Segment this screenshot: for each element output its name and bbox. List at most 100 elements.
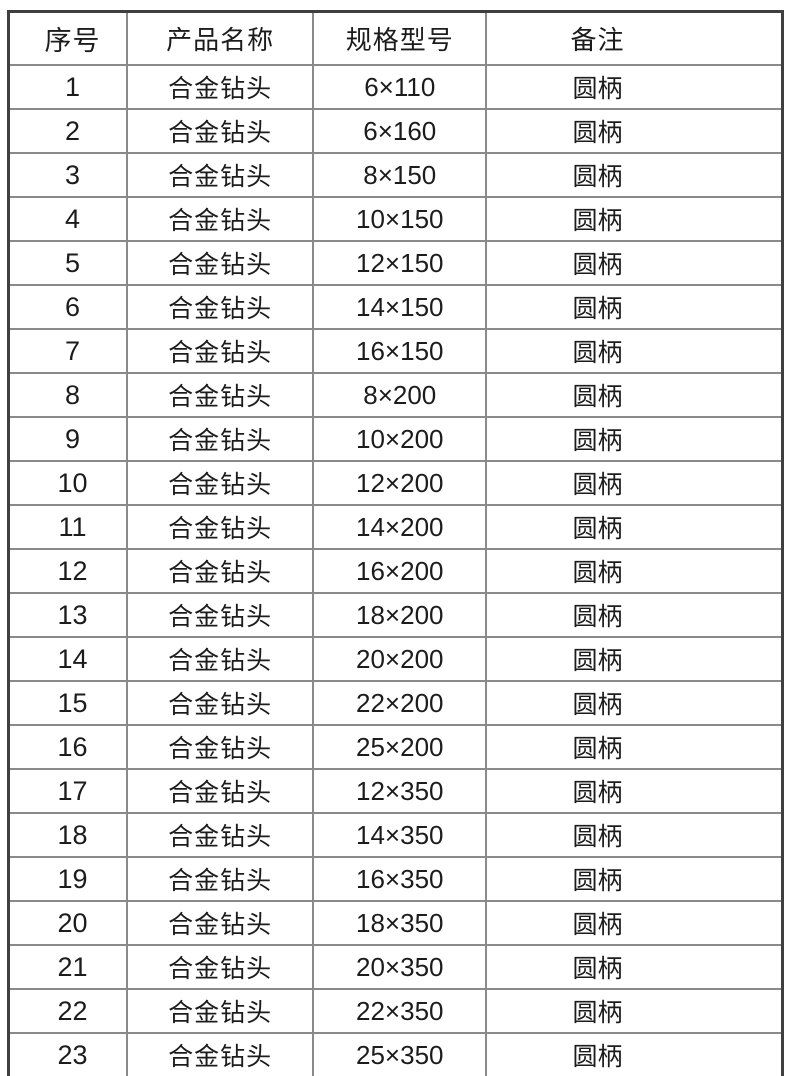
cell-specification: 18×350 [312, 900, 488, 946]
cell-specification: 14×200 [312, 504, 488, 550]
table-header-row: 序号 产品名称 规格型号 备注 [7, 10, 784, 66]
table-row: 17 合金钻头 12×350 圆柄 [7, 768, 784, 814]
cell-specification: 6×110 [312, 64, 488, 110]
cell-serial-number: 6 [7, 284, 128, 330]
cell-product-name: 合金钻头 [125, 680, 315, 726]
cell-product-name: 合金钻头 [125, 284, 315, 330]
table-row: 20 合金钻头 18×350 圆柄 [7, 900, 784, 946]
cell-specification: 25×350 [312, 1032, 488, 1076]
cell-serial-number: 1 [7, 64, 128, 110]
cell-specification: 16×350 [312, 856, 488, 902]
cell-product-name: 合金钻头 [125, 812, 315, 858]
cell-serial-number: 11 [7, 504, 128, 550]
table-row: 8 合金钻头 8×200 圆柄 [7, 372, 784, 418]
cell-specification: 14×150 [312, 284, 488, 330]
cell-serial-number: 10 [7, 460, 128, 506]
cell-remark: 圆柄 [485, 900, 784, 946]
header-remark: 备注 [485, 10, 784, 66]
table-row: 19 合金钻头 16×350 圆柄 [7, 856, 784, 902]
cell-product-name: 合金钻头 [125, 724, 315, 770]
cell-remark: 圆柄 [485, 856, 784, 902]
cell-remark: 圆柄 [485, 416, 784, 462]
cell-specification: 10×150 [312, 196, 488, 242]
cell-specification: 25×200 [312, 724, 488, 770]
table-row: 18 合金钻头 14×350 圆柄 [7, 812, 784, 858]
table-row: 23 合金钻头 25×350 圆柄 [7, 1032, 784, 1076]
cell-specification: 14×350 [312, 812, 488, 858]
cell-remark: 圆柄 [485, 768, 784, 814]
cell-specification: 20×350 [312, 944, 488, 990]
header-specification: 规格型号 [312, 10, 488, 66]
product-spec-table: 序号 产品名称 规格型号 备注 1 合金钻头 6×110 圆柄 2 合金钻头 6… [7, 10, 784, 1076]
cell-specification: 6×160 [312, 108, 488, 154]
table-row: 10 合金钻头 12×200 圆柄 [7, 460, 784, 506]
cell-remark: 圆柄 [485, 636, 784, 682]
cell-specification: 12×350 [312, 768, 488, 814]
cell-product-name: 合金钻头 [125, 856, 315, 902]
cell-specification: 18×200 [312, 592, 488, 638]
cell-product-name: 合金钻头 [125, 944, 315, 990]
cell-product-name: 合金钻头 [125, 504, 315, 550]
cell-serial-number: 14 [7, 636, 128, 682]
cell-remark: 圆柄 [485, 592, 784, 638]
cell-product-name: 合金钻头 [125, 768, 315, 814]
cell-product-name: 合金钻头 [125, 328, 315, 374]
cell-remark: 圆柄 [485, 460, 784, 506]
cell-specification: 22×200 [312, 680, 488, 726]
cell-remark: 圆柄 [485, 724, 784, 770]
cell-serial-number: 17 [7, 768, 128, 814]
cell-remark: 圆柄 [485, 680, 784, 726]
cell-serial-number: 21 [7, 944, 128, 990]
cell-serial-number: 15 [7, 680, 128, 726]
table-row: 12 合金钻头 16×200 圆柄 [7, 548, 784, 594]
cell-serial-number: 3 [7, 152, 128, 198]
cell-remark: 圆柄 [485, 240, 784, 286]
cell-serial-number: 22 [7, 988, 128, 1034]
cell-serial-number: 9 [7, 416, 128, 462]
cell-serial-number: 2 [7, 108, 128, 154]
table-row: 2 合金钻头 6×160 圆柄 [7, 108, 784, 154]
cell-remark: 圆柄 [485, 328, 784, 374]
cell-specification: 16×200 [312, 548, 488, 594]
cell-serial-number: 7 [7, 328, 128, 374]
cell-remark: 圆柄 [485, 548, 784, 594]
cell-serial-number: 8 [7, 372, 128, 418]
cell-specification: 12×200 [312, 460, 488, 506]
table-row: 16 合金钻头 25×200 圆柄 [7, 724, 784, 770]
cell-remark: 圆柄 [485, 152, 784, 198]
table-row: 5 合金钻头 12×150 圆柄 [7, 240, 784, 286]
cell-product-name: 合金钻头 [125, 416, 315, 462]
cell-remark: 圆柄 [485, 1032, 784, 1076]
cell-remark: 圆柄 [485, 372, 784, 418]
cell-product-name: 合金钻头 [125, 372, 315, 418]
table-row: 1 合金钻头 6×110 圆柄 [7, 64, 784, 110]
cell-product-name: 合金钻头 [125, 636, 315, 682]
table-row: 9 合金钻头 10×200 圆柄 [7, 416, 784, 462]
cell-product-name: 合金钻头 [125, 64, 315, 110]
cell-specification: 12×150 [312, 240, 488, 286]
cell-remark: 圆柄 [485, 504, 784, 550]
cell-product-name: 合金钻头 [125, 1032, 315, 1076]
cell-serial-number: 20 [7, 900, 128, 946]
cell-remark: 圆柄 [485, 988, 784, 1034]
cell-product-name: 合金钻头 [125, 240, 315, 286]
cell-remark: 圆柄 [485, 196, 784, 242]
table-body: 1 合金钻头 6×110 圆柄 2 合金钻头 6×160 圆柄 3 合金钻头 8… [7, 64, 784, 1076]
cell-product-name: 合金钻头 [125, 108, 315, 154]
cell-specification: 22×350 [312, 988, 488, 1034]
table-row: 13 合金钻头 18×200 圆柄 [7, 592, 784, 638]
cell-product-name: 合金钻头 [125, 460, 315, 506]
cell-product-name: 合金钻头 [125, 592, 315, 638]
cell-specification: 10×200 [312, 416, 488, 462]
header-serial-number: 序号 [7, 10, 128, 66]
cell-product-name: 合金钻头 [125, 900, 315, 946]
cell-serial-number: 5 [7, 240, 128, 286]
table-row: 21 合金钻头 20×350 圆柄 [7, 944, 784, 990]
table-row: 11 合金钻头 14×200 圆柄 [7, 504, 784, 550]
cell-serial-number: 18 [7, 812, 128, 858]
table-row: 14 合金钻头 20×200 圆柄 [7, 636, 784, 682]
cell-remark: 圆柄 [485, 944, 784, 990]
cell-serial-number: 16 [7, 724, 128, 770]
table-row: 3 合金钻头 8×150 圆柄 [7, 152, 784, 198]
